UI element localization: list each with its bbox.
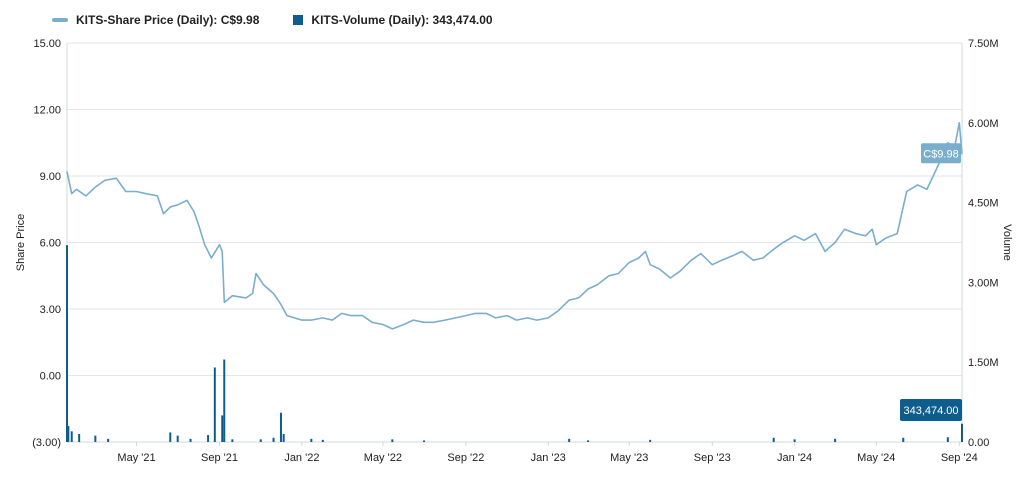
share-price-line: [66, 122, 963, 330]
volume-bar: [94, 435, 97, 442]
left-tick-label: (3.00): [32, 437, 61, 449]
x-tick-label: May '23: [610, 452, 648, 464]
volume-bar: [223, 359, 226, 442]
price-tag: C$9.98: [921, 143, 961, 164]
volume-bar: [772, 437, 775, 442]
volume-bar: [902, 437, 905, 442]
volume-bars: [66, 245, 963, 442]
x-tick-label: Jan '24: [777, 452, 812, 464]
volume-bar: [834, 438, 837, 442]
right-tick-label: 3.00M: [968, 277, 999, 289]
x-tick-label: May '22: [364, 452, 402, 464]
x-tick-label: May '21: [117, 452, 155, 464]
left-axis-ticks: 15.00 12.00 9.00 6.00 3.00 0.00 (3.00): [32, 38, 61, 449]
grid-lines: [67, 42, 962, 443]
volume-tag: 343,474.00: [900, 399, 962, 421]
volume-bar: [423, 440, 426, 442]
price-tag-label: C$9.98: [923, 148, 958, 160]
legend-item-share-price[interactable]: KITS-Share Price (Daily): C$9.98: [52, 13, 259, 27]
left-tick-label: 9.00: [40, 171, 61, 183]
volume-tag-label: 343,474.00: [903, 405, 958, 417]
volume-swatch: [293, 15, 304, 25]
legend-item-volume[interactable]: KITS-Volume (Daily): 343,474.00: [293, 13, 493, 27]
volume-bar: [568, 438, 571, 442]
x-tick-label: Sep '22: [447, 452, 484, 464]
volume-bar: [649, 439, 652, 442]
volume-bar: [66, 245, 68, 442]
volume-bar: [207, 435, 210, 442]
volume-bar: [321, 439, 324, 442]
x-tick-label: Sep '23: [694, 452, 731, 464]
right-tick-label: 6.00M: [968, 118, 999, 130]
volume-bar: [70, 431, 73, 442]
volume-bar: [189, 438, 192, 442]
chart-legend: KITS-Share Price (Daily): C$9.98 KITS-Vo…: [52, 6, 493, 34]
volume-bar: [259, 439, 262, 442]
x-tick-label: Jan '22: [284, 452, 319, 464]
legend-volume-label: KITS-Volume (Daily): 343,474.00: [311, 13, 493, 27]
left-tick-label: 12.00: [33, 105, 61, 117]
volume-bar: [961, 423, 963, 442]
volume-bar: [78, 434, 81, 442]
left-tick-label: 3.00: [40, 304, 61, 316]
x-tick-label: May '24: [857, 452, 895, 464]
right-axis-title: Volume: [1001, 224, 1013, 261]
volume-bar: [391, 439, 394, 442]
volume-bar: [213, 367, 216, 442]
volume-bar: [231, 439, 234, 442]
legend-share-price-label: KITS-Share Price (Daily): C$9.98: [76, 13, 260, 27]
share-price-swatch: [52, 18, 68, 22]
x-tick-label: Jan '23: [531, 452, 566, 464]
right-tick-label: 4.50M: [968, 198, 999, 210]
volume-bar: [272, 437, 275, 442]
volume-bar: [176, 435, 179, 442]
left-axis-title: Share Price: [15, 214, 27, 271]
volume-bar: [946, 437, 949, 442]
right-axis-ticks: 7.50M 6.00M 4.50M 3.00M 1.50M 0.00: [968, 38, 999, 449]
volume-bar: [310, 438, 313, 442]
right-tick-label: 1.50M: [968, 357, 999, 369]
left-tick-label: 6.00: [40, 238, 61, 250]
volume-bar: [67, 426, 70, 442]
volume-bar: [169, 432, 172, 442]
volume-bar: [282, 434, 285, 442]
x-tick-label: Sep '24: [941, 452, 978, 464]
right-tick-label: 7.50M: [968, 38, 999, 50]
volume-bar: [587, 440, 590, 442]
volume-bar: [279, 412, 282, 442]
x-axis-ticks: May '21 Sep '21 Jan '22 May '22 Sep '22 Jan '…: [117, 442, 978, 464]
volume-bar: [107, 438, 110, 442]
left-tick-label: 15.00: [33, 38, 61, 50]
volume-bar: [793, 439, 796, 442]
volume-bar: [221, 415, 224, 442]
left-tick-label: 0.00: [40, 371, 61, 383]
x-tick-label: Sep '21: [201, 452, 238, 464]
right-tick-label: 0.00: [968, 437, 989, 449]
